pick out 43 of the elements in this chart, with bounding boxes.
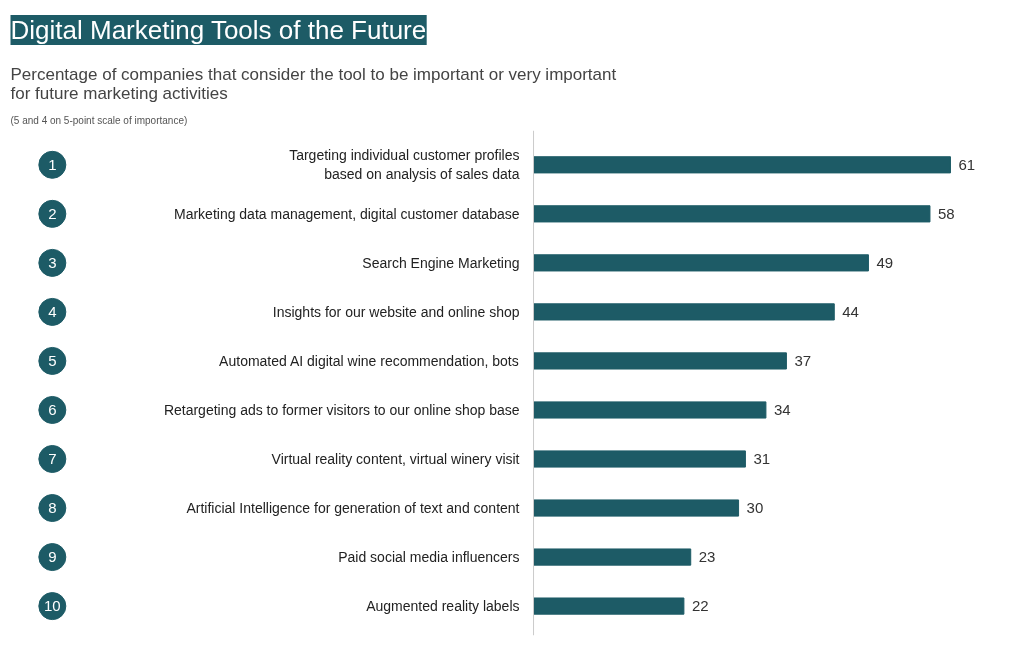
y-tick-label: Virtual reality content, virtual winery visit [271, 451, 520, 467]
y-tick-label: Marketing data management, digital customer database [173, 205, 520, 222]
data-label: 61 [958, 155, 976, 173]
text: 6 [48, 400, 57, 418]
y-tick-label: Insights for our website and online shop [272, 303, 520, 320]
bar [533, 450, 746, 468]
text: 8 [48, 499, 57, 517]
bar [533, 401, 767, 419]
data-label: 31 [753, 450, 771, 467]
text: 9 [48, 548, 57, 566]
text: 7 [48, 450, 57, 467]
text: 10 [44, 597, 61, 615]
data-label: 34 [773, 400, 791, 418]
bar [533, 597, 685, 615]
text: 1 [48, 155, 57, 173]
text: 4 [48, 302, 57, 320]
data-label: 37 [794, 351, 812, 369]
bar [533, 254, 869, 272]
y-tick-label: Augmented reality labels [366, 598, 520, 615]
data-label: 44 [842, 302, 859, 320]
text: Digital Marketing Tools of the Future [10, 15, 427, 45]
data-label: 22 [691, 597, 709, 615]
bar [533, 205, 931, 223]
bar [533, 352, 787, 370]
bar [533, 548, 692, 566]
y-tick-label: Automated AI digital wine recommendation, bots [219, 352, 519, 369]
y-tick-label: Paid social media influencers [338, 549, 520, 566]
text: 2 [48, 204, 57, 222]
data-label: 23 [698, 548, 716, 566]
data-label: 58 [937, 204, 955, 222]
y-tick-label: Retargeting ads to former visitors to our online shop base [163, 401, 520, 418]
data-label: 30 [746, 499, 764, 517]
text: (5 and 4 on 5-point scale of importance) [10, 114, 188, 126]
text: 3 [48, 253, 57, 271]
data-label: 49 [876, 253, 894, 271]
bar [533, 303, 835, 321]
text: 5 [48, 351, 57, 369]
bar [533, 156, 951, 174]
text: Percentage of companies that consider the tool to be important or very important for future marketing activities [10, 64, 617, 103]
y-tick-label: Targeting individual customer profiles based on analysis of sales data [289, 147, 520, 183]
y-tick-label: Search Engine Marketing [362, 254, 520, 271]
bar [533, 499, 740, 517]
y-tick-label: Artificial Intelligence for generation of text and content [186, 500, 520, 517]
